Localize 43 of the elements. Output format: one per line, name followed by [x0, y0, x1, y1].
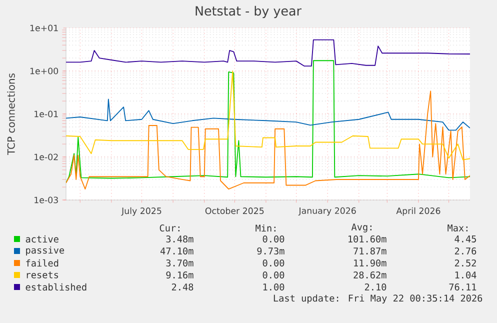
text: 71.87m: [354, 247, 386, 255]
text: Avg:: [351, 224, 372, 232]
text: 28.62m: [354, 271, 386, 279]
legend-label: active: [26, 235, 58, 243]
legend-label: passive: [26, 246, 64, 256]
text: 9.73m: [257, 247, 284, 255]
text: 76.11: [449, 283, 476, 291]
text: Last update: Fri May 22 00:35:14 2026: [274, 294, 482, 304]
text: Min:: [256, 224, 276, 232]
text: Max:: [448, 224, 468, 232]
text: 47.10m: [160, 247, 194, 255]
text: 9.16m: [166, 271, 194, 279]
chart-title: Netstat - by year: [196, 6, 302, 18]
line-series: [66, 98, 470, 131]
text: 3.48m: [166, 235, 194, 243]
text: 0.00: [262, 271, 284, 279]
text: Cur:: [160, 224, 180, 232]
text: 1.04: [455, 271, 476, 279]
text: 1.00: [263, 283, 284, 291]
x-tick-label: January 2026: [298, 207, 356, 216]
text: 3.70m: [166, 259, 194, 267]
y-tick-label: 1e-02: [34, 154, 58, 160]
x-tick-label: July 2025: [121, 207, 162, 216]
line-series: [66, 60, 470, 184]
text: 11.90m: [354, 259, 386, 267]
legend-label: resets: [26, 272, 58, 278]
text: 4.45: [454, 236, 476, 242]
text: 2.52: [454, 259, 476, 267]
text: 2.76: [454, 247, 476, 255]
x-tick-label: April 2026: [396, 207, 440, 216]
text: 101.60m: [348, 235, 386, 243]
y-tick-label: 1e+00: [30, 68, 58, 74]
text: 0.00: [262, 259, 284, 267]
y-tick-label: 1e-03: [34, 196, 58, 204]
legend-label: failed: [26, 259, 58, 267]
legend-label: established: [26, 283, 86, 291]
text: 2.48: [172, 283, 194, 291]
text: 2.10: [364, 283, 386, 291]
text: 0.00: [262, 235, 284, 243]
x-tick-label: October 2025: [205, 207, 264, 214]
y-tick-label: 1e-01: [34, 110, 58, 118]
y-tick-label: 1e+01: [30, 24, 58, 32]
y-axis-title: TCP connections: [7, 73, 15, 156]
